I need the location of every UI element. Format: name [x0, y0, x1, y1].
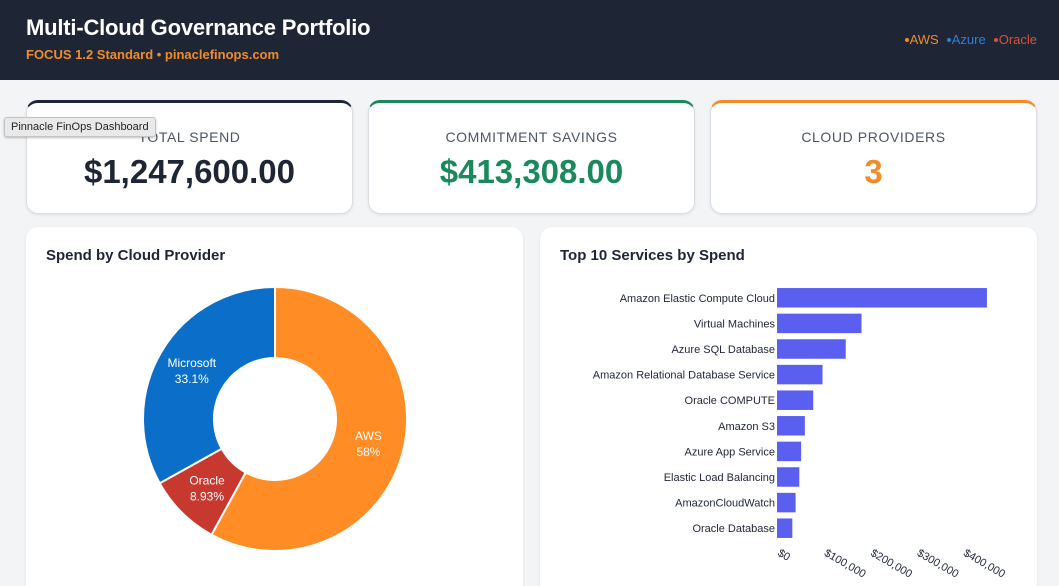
legend-item-oracle: Oracle	[993, 32, 1037, 47]
slice-value-microsoft: 33.1%	[175, 372, 209, 386]
bar-azure-app-service[interactable]	[777, 441, 802, 462]
kpi-value: $413,308.00	[439, 153, 624, 190]
kpi-value: $1,247,600.00	[83, 153, 296, 190]
category-label: Amazon S3	[718, 421, 775, 433]
slice-label-microsoft: Microsoft	[167, 356, 216, 370]
bar-amazon-relational-database-service[interactable]	[777, 364, 823, 385]
provider-legend: AWS Azure Oracle	[904, 32, 1037, 47]
app-header: Multi-Cloud Governance Portfolio FOCUS 1…	[0, 0, 1059, 80]
x-tick-label: $100,000	[822, 547, 868, 580]
page-title: Multi-Cloud Governance Portfolio	[26, 15, 371, 40]
legend-item-aws: AWS	[904, 32, 939, 47]
kpi-label: TOTAL SPEND	[138, 129, 241, 145]
provider-spend-panel: Spend by Cloud Provider AWS 58% Oracle 8.93…	[26, 227, 523, 586]
azure-dot-icon	[946, 37, 951, 42]
bar-azure-sql-database[interactable]	[777, 339, 846, 359]
panel-title: Spend by Cloud Provider	[46, 247, 226, 264]
bar-oracle-database[interactable]	[777, 518, 793, 538]
top-services-bar-chart: Amazon Elastic Compute Cloud Virtual Mach…	[593, 288, 1007, 581]
kpi-label: CLOUD PROVIDERS	[801, 129, 946, 145]
oracle-dot-icon	[993, 37, 998, 42]
kpi-value: 3	[864, 153, 883, 190]
bar-virtual-machines[interactable]	[777, 313, 862, 334]
bar-elastic-load-balancing[interactable]	[777, 467, 800, 487]
kpi-label: COMMITMENT SAVINGS	[445, 129, 618, 145]
page-subtitle: FOCUS 1.2 Standard • pinaclefinops.com	[26, 47, 280, 62]
bar-amazon-elastic-compute-cloud[interactable]	[777, 288, 987, 308]
legend-label-azure: Azure	[951, 32, 986, 47]
slice-label-oracle: Oracle	[189, 473, 225, 487]
category-label: Elastic Load Balancing	[664, 472, 775, 484]
kpi-card-cloud-providers: CLOUD PROVIDERS 3	[710, 100, 1037, 214]
category-label: AmazonCloudWatch	[675, 498, 775, 510]
x-tick-label: $0	[776, 547, 793, 564]
slice-label-aws: AWS	[355, 429, 382, 443]
donut-slice-microsoft[interactable]	[142, 285, 276, 485]
category-label: Amazon Relational Database Service	[593, 370, 775, 382]
slice-value-aws: 58%	[356, 445, 380, 459]
bar-amazon-s3[interactable]	[777, 416, 805, 436]
x-tick-label: $200,000	[868, 547, 914, 580]
category-label: Azure App Service	[685, 446, 776, 458]
top-services-panel: Top 10 Services by Spend Amazon Elastic …	[540, 227, 1037, 586]
bar-amazoncloudwatch[interactable]	[777, 492, 796, 513]
category-label: Virtual Machines	[694, 318, 776, 330]
category-label: Oracle Database	[692, 523, 775, 535]
kpi-card-commitment-savings: COMMITMENT SAVINGS $413,308.00	[368, 100, 695, 214]
bar-oracle-compute[interactable]	[777, 390, 814, 410]
category-label: Oracle COMPUTE	[685, 395, 775, 407]
category-label: Amazon Elastic Compute Cloud	[620, 293, 775, 305]
donut-slice-aws[interactable]	[210, 285, 408, 552]
x-tick-label: $400,000	[961, 547, 1007, 580]
legend-item-azure: Azure	[946, 32, 986, 47]
category-label: Azure SQL Database	[671, 344, 775, 356]
slice-value-oracle: 8.93%	[190, 489, 224, 503]
aws-dot-icon	[904, 37, 909, 42]
x-tick-label: $300,000	[915, 547, 961, 580]
legend-label-oracle: Oracle	[998, 32, 1037, 47]
panel-title: Top 10 Services by Spend	[560, 247, 745, 264]
tooltip: Pinnacle FinOps Dashboard	[4, 117, 156, 137]
legend-label-aws: AWS	[909, 32, 939, 47]
provider-donut-chart: AWS 58% Oracle 8.93% Microsoft 33.1%	[142, 285, 408, 552]
